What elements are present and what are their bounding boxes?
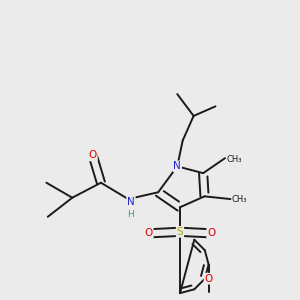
Text: N: N [173, 161, 181, 171]
Text: O: O [205, 274, 213, 284]
Text: H: H [128, 210, 134, 219]
Text: CH₃: CH₃ [226, 155, 242, 164]
Text: N: N [127, 197, 135, 207]
Text: S: S [177, 227, 183, 237]
Text: CH₃: CH₃ [232, 195, 247, 204]
Text: O: O [145, 228, 153, 238]
Text: O: O [207, 228, 215, 238]
Text: O: O [88, 151, 97, 160]
